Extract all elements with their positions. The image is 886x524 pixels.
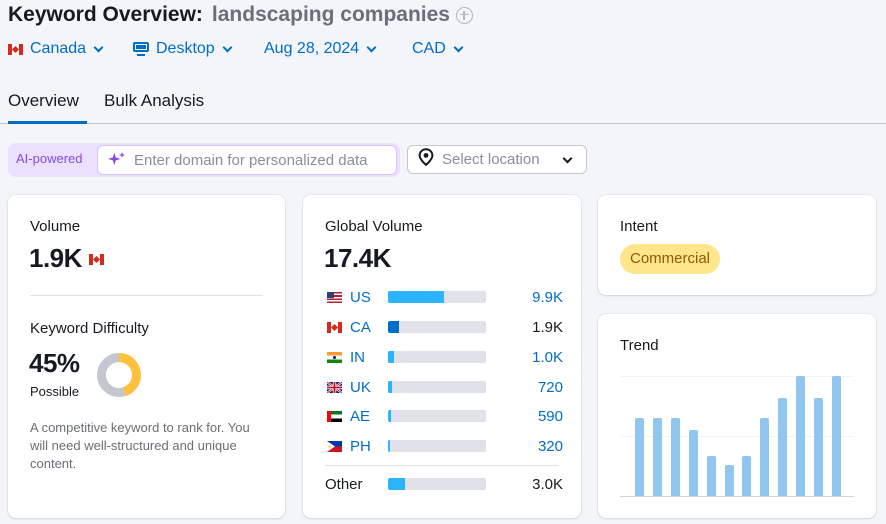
country-volume[interactable]: 1.0K [532, 348, 563, 366]
country-row-uk: UK 720 [327, 377, 563, 397]
country-volume[interactable]: 590 [537, 407, 563, 425]
canada-flag-icon [327, 321, 342, 333]
chevron-down-icon [453, 42, 464, 52]
trend-bar[interactable] [635, 418, 644, 496]
other-label: Other [325, 475, 363, 493]
kd-donut-chart [97, 353, 141, 397]
currency-label: CAD [412, 40, 446, 57]
volume-label: Volume [30, 218, 81, 235]
chevron-down-icon [562, 153, 573, 164]
trend-bar[interactable] [724, 465, 734, 496]
trend-bar-chart [620, 376, 856, 497]
grid-line [620, 376, 854, 377]
page-header: Keyword Overview: landscaping companies [8, 3, 473, 27]
kd-description: A competitive keyword to rank for. You w… [30, 420, 250, 471]
kd-level: Possible [30, 384, 80, 399]
location-select[interactable]: Select location [407, 145, 587, 174]
country-code[interactable]: PH [350, 437, 371, 455]
global-volume-value: 17.4K [324, 243, 391, 273]
country-code[interactable]: US [350, 288, 371, 306]
kd-value: 45% [29, 348, 80, 378]
country-code[interactable]: AE [350, 407, 371, 425]
volume-bar [388, 351, 486, 363]
chevron-down-icon [222, 42, 233, 52]
philippines-flag-icon [327, 440, 342, 452]
canada-flag-icon [8, 43, 23, 55]
tab-bar: Overview Bulk Analysis [0, 90, 886, 124]
country-volume[interactable]: 9.9K [532, 288, 563, 306]
volume-bar [388, 410, 486, 422]
divider [325, 465, 559, 466]
page-title: Keyword Overview: [8, 3, 203, 26]
country-volume[interactable]: 320 [537, 437, 563, 455]
intent-card: Intent Commercial [598, 195, 876, 295]
trend-bar[interactable] [760, 418, 770, 496]
volume-bar [388, 440, 486, 452]
domain-input[interactable] [134, 151, 394, 169]
country-row-other: Other 3.0K [325, 474, 563, 494]
country-row-ae: AE 590 [327, 406, 563, 426]
canada-flag-icon [89, 254, 104, 265]
location-placeholder: Select location [442, 151, 540, 168]
desktop-icon [133, 42, 149, 56]
country-label: Canada [30, 40, 87, 57]
india-flag-icon [327, 351, 342, 363]
volume-value: 1.9K [29, 243, 82, 273]
ai-domain-box: AI-powered [8, 143, 400, 177]
sparkle-icon [108, 151, 126, 169]
domain-input-wrapper[interactable] [97, 145, 397, 175]
volume-bar [388, 478, 486, 490]
country-dropdown[interactable]: Canada [8, 40, 104, 58]
trend-label: Trend [620, 337, 659, 354]
currency-dropdown[interactable]: CAD [412, 40, 464, 58]
trend-bar[interactable] [778, 398, 788, 496]
kd-label: Keyword Difficulty [30, 320, 149, 337]
keyword-title: landscaping companies [211, 3, 450, 26]
grid-line [620, 436, 854, 437]
country-code[interactable]: UK [350, 378, 371, 396]
country-row-in: IN 1.0K [327, 347, 563, 367]
country-row-us: US 9.9K [327, 287, 563, 307]
device-dropdown[interactable]: Desktop [133, 40, 233, 58]
country-code[interactable]: IN [350, 348, 365, 366]
global-volume-card: Global Volume 17.4K US 9.9K CA 1.9K IN 1… [303, 195, 581, 518]
trend-bar[interactable] [814, 398, 823, 496]
location-pin-icon [418, 148, 434, 171]
divider [30, 295, 263, 296]
chart-baseline [620, 496, 854, 497]
date-dropdown[interactable]: Aug 28, 2024 [264, 40, 377, 58]
volume-bar [388, 291, 486, 303]
global-volume-label: Global Volume [325, 218, 423, 235]
device-label: Desktop [156, 40, 215, 57]
volume-card: Volume 1.9K Keyword Difficulty 45% Possi… [8, 195, 285, 518]
date-label: Aug 28, 2024 [264, 40, 360, 57]
country-code[interactable]: CA [350, 318, 371, 336]
uk-flag-icon [327, 381, 342, 393]
tab-overview[interactable]: Overview [8, 90, 87, 124]
volume-bar [388, 381, 486, 393]
trend-bar[interactable] [688, 430, 698, 496]
us-flag-icon [327, 291, 342, 303]
country-row-ph: PH 320 [327, 436, 563, 456]
other-volume: 3.0K [532, 475, 563, 493]
trend-bar[interactable] [706, 456, 716, 496]
volume-bar [388, 321, 486, 333]
chevron-down-icon [93, 42, 104, 52]
trend-card: Trend [598, 314, 876, 518]
tab-bulk-analysis[interactable]: Bulk Analysis [104, 91, 205, 110]
trend-bar[interactable] [796, 376, 806, 496]
country-volume: 1.9K [532, 318, 563, 336]
intent-label: Intent [620, 218, 658, 235]
intent-badge: Commercial [620, 244, 721, 274]
trend-bar[interactable] [831, 376, 841, 496]
chevron-down-icon [366, 42, 377, 52]
country-volume[interactable]: 720 [537, 378, 563, 396]
trend-bar[interactable] [742, 456, 752, 496]
plus-circle-icon[interactable] [455, 6, 473, 24]
country-row-ca: CA 1.9K [327, 317, 563, 337]
trend-bar[interactable] [652, 418, 662, 496]
uae-flag-icon [327, 410, 342, 422]
ai-powered-label: AI-powered [16, 151, 83, 166]
trend-bar[interactable] [670, 418, 680, 496]
